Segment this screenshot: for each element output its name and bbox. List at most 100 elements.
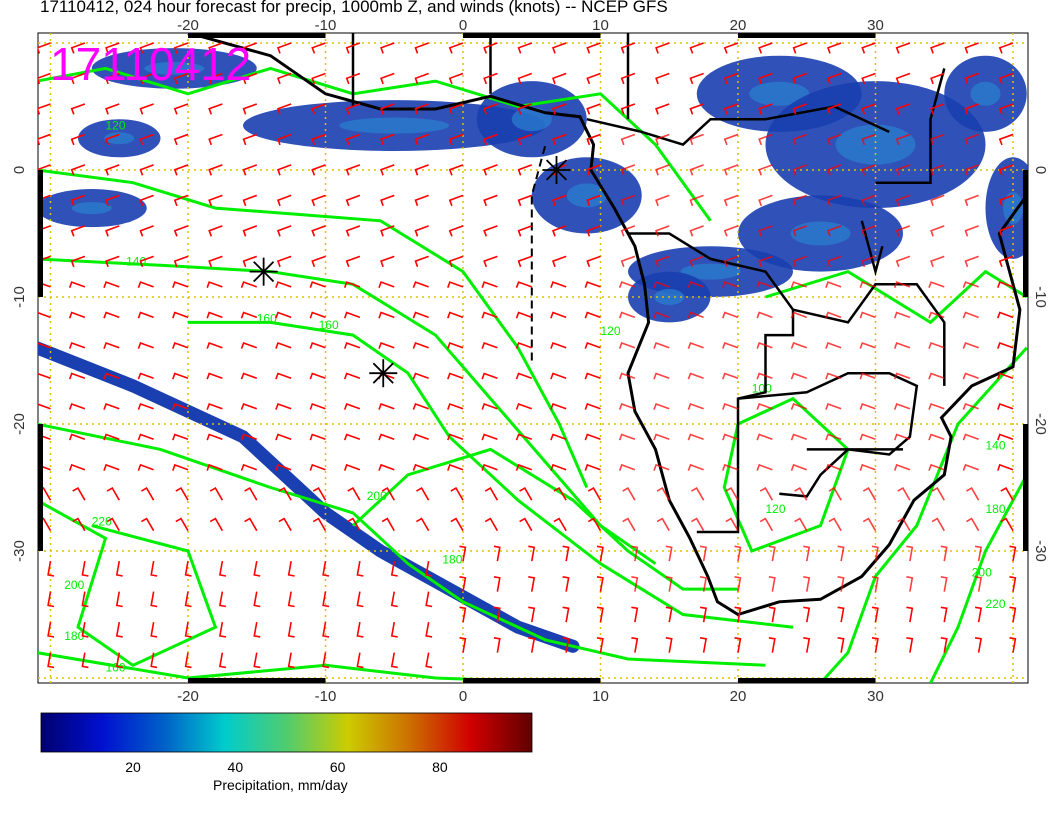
wind-barb: [139, 42, 154, 54]
wind-barb: [653, 433, 670, 441]
wind-barb: [208, 42, 223, 54]
wind-barb: [964, 164, 979, 176]
wind-barb: [47, 621, 55, 638]
contour-line: [929, 474, 1028, 683]
wind-barb: [309, 311, 326, 319]
wind-barb: [665, 576, 673, 592]
axis-bar: [188, 33, 326, 38]
wind-barb: [206, 402, 223, 410]
wind-barb: [206, 433, 223, 441]
wind-barb: [756, 463, 773, 471]
wind-barb: [139, 194, 154, 207]
wind-barb: [275, 402, 292, 410]
wind-barb: [519, 517, 533, 532]
wind-barb: [861, 255, 876, 268]
wind-barb: [311, 194, 326, 207]
wind-barb: [380, 255, 395, 268]
wind-barb: [826, 133, 842, 146]
wind-barb: [596, 576, 604, 592]
lat-tick-left: -20: [11, 413, 28, 435]
wind-barb: [758, 194, 773, 207]
wind-barb: [691, 487, 705, 501]
precip-core: [835, 124, 916, 165]
wind-barb: [380, 164, 395, 176]
wind-barb: [997, 433, 1014, 441]
wind-barb: [974, 576, 983, 592]
wind-barb: [631, 545, 639, 562]
wind-barb: [631, 637, 639, 653]
wind-barb: [517, 255, 533, 268]
contour-label: 200: [367, 489, 387, 503]
wind-barb: [768, 545, 776, 562]
wind-barb: [828, 487, 842, 501]
wind-barb: [242, 72, 258, 85]
wind-barb: [687, 341, 704, 349]
wind-barb: [515, 281, 533, 288]
wind-barb: [70, 42, 86, 54]
wind-barb: [412, 402, 429, 410]
wind-barb: [653, 311, 670, 319]
wind-barb: [689, 225, 704, 237]
wind-barb: [356, 621, 364, 638]
wind-barb: [70, 225, 86, 237]
wind-barb: [38, 372, 51, 380]
wind-barb: [242, 103, 258, 115]
wind-barb: [998, 225, 1014, 237]
wind-barb: [930, 255, 945, 268]
wind-barb: [390, 561, 398, 577]
wind-barb: [897, 517, 911, 532]
coastline: [187, 33, 1028, 617]
wind-barb: [38, 342, 51, 349]
wind-barb: [734, 545, 742, 562]
wind-barb: [414, 164, 429, 176]
wind-barb: [287, 621, 295, 638]
wind-barb: [448, 194, 464, 207]
wind-barb: [447, 311, 464, 319]
wind-barb: [459, 576, 467, 592]
wind-barb: [998, 72, 1014, 85]
wind-barb: [173, 42, 189, 54]
wind-barb: [137, 311, 154, 319]
wind-barb: [792, 103, 808, 115]
wind-barb: [68, 281, 86, 288]
wind-barb: [68, 341, 86, 349]
wind-barb: [311, 42, 326, 54]
wind-barb: [862, 487, 877, 501]
wind-barb: [964, 194, 979, 207]
wind-barb: [253, 561, 261, 577]
wind-barb: [893, 372, 911, 380]
wind-barb: [756, 402, 773, 410]
wind-barb: [734, 606, 742, 623]
wind-barb: [414, 42, 429, 54]
wind-barb: [483, 164, 498, 176]
wind-barb: [826, 72, 842, 85]
wind-barb: [794, 517, 808, 532]
axis-bar: [188, 678, 326, 683]
wind-barb: [622, 487, 636, 501]
wind-barb: [689, 194, 704, 207]
wind-barb: [725, 517, 739, 532]
wind-barb: [447, 372, 464, 380]
wind-barb: [550, 463, 567, 471]
wind-barb: [790, 433, 808, 441]
wind-barb: [871, 606, 879, 623]
contour-line: [765, 269, 1028, 325]
wind-barb: [242, 164, 258, 176]
wind-barb: [928, 433, 945, 441]
wind-barb: [528, 637, 536, 653]
wind-barb: [483, 194, 498, 207]
wind-barb: [105, 72, 120, 85]
wind-barb: [655, 225, 670, 237]
wind-barb: [105, 42, 120, 54]
wind-barb: [390, 621, 398, 638]
wind-barb: [105, 164, 120, 176]
wind-barb: [940, 637, 948, 653]
wind-barb: [276, 42, 292, 54]
wind-barb: [173, 255, 189, 268]
wind-barb: [38, 133, 51, 146]
wind-barb: [244, 487, 258, 501]
wind-barb: [655, 164, 670, 176]
wind-barb: [218, 621, 227, 638]
wind-barb: [723, 255, 739, 268]
wind-barb: [803, 637, 811, 653]
